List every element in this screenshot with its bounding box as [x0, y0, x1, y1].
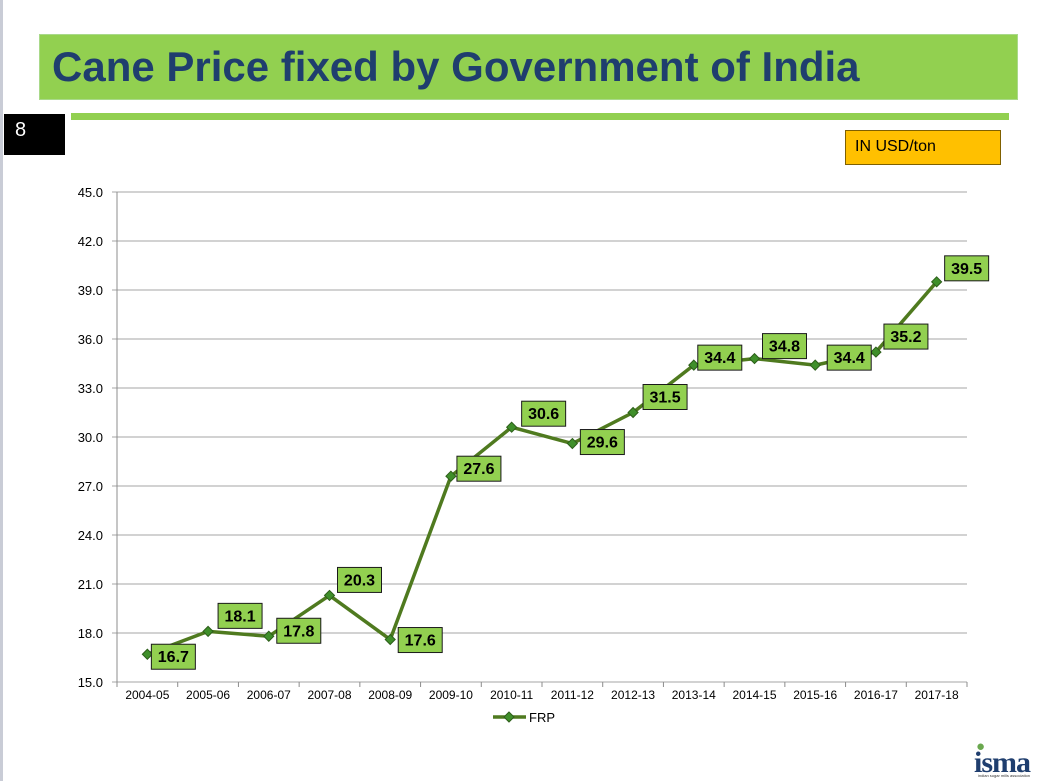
y-tick-label: 18.0: [78, 626, 103, 641]
y-tick-label: 39.0: [78, 283, 103, 298]
data-label-box: [697, 344, 743, 371]
data-label: 29.6: [587, 435, 618, 452]
logo-subtitle: indian sugar mills association: [978, 773, 1031, 778]
data-point: [141, 648, 154, 660]
data-label-box: [217, 602, 263, 629]
unit-label: IN USD/ton: [845, 130, 1001, 165]
data-point: [627, 406, 639, 419]
x-tick-label: 2016-17: [854, 688, 898, 702]
data-label: 39.5: [951, 261, 982, 278]
x-tick-label: 2010-11: [490, 688, 533, 702]
data-label: 16.7: [158, 649, 189, 666]
legend-marker: [503, 711, 515, 723]
x-tick-label: 2017-18: [915, 688, 959, 702]
x-tick-label: 2005-06: [186, 688, 230, 702]
data-label-box: [826, 344, 872, 371]
data-point: [870, 346, 882, 358]
data-label-box: [579, 429, 625, 456]
data-point: [323, 589, 336, 602]
data-point: [930, 276, 943, 288]
data-point: [384, 633, 396, 646]
data-label: 18.1: [225, 608, 256, 625]
y-tick-label: 24.0: [78, 528, 103, 543]
data-label: 31.5: [650, 390, 681, 407]
y-tick-label: 42.0: [78, 234, 103, 249]
data-label: 27.6: [463, 461, 494, 478]
x-tick-label: 2008-09: [368, 688, 412, 702]
data-label-box: [642, 384, 688, 410]
x-tick-label: 2013-14: [672, 688, 716, 702]
logo-text: isma: [974, 746, 1031, 779]
data-label-box: [883, 323, 929, 350]
title-bar: Cane Price fixed by Government of India: [39, 34, 1018, 100]
y-tick-label: 27.0: [78, 479, 103, 494]
x-tick-label: 2004-05: [125, 688, 169, 702]
data-point: [688, 359, 700, 371]
x-tick-label: 2007-08: [307, 688, 351, 702]
slide-number: 8: [4, 114, 65, 155]
data-point: [263, 630, 275, 642]
series-line-frp: [146, 280, 938, 656]
slide-left-edge: [0, 0, 3, 781]
data-point: [505, 421, 518, 433]
isma-logo: ● isma indian sugar mills association: [972, 738, 1040, 779]
data-label-box: [276, 617, 322, 644]
data-label: 30.6: [528, 406, 559, 423]
data-label-box: [762, 333, 807, 360]
data-point: [445, 470, 457, 482]
x-tick-label: 2012-13: [611, 688, 655, 702]
x-tick-label: 2015-16: [793, 688, 837, 702]
y-tick-label: 21.0: [78, 577, 103, 592]
y-tick-label: 15.0: [78, 675, 103, 690]
data-point: [809, 359, 821, 371]
legend-label-frp: FRP: [529, 710, 555, 725]
data-label-box: [397, 627, 443, 654]
x-tick-label: 2006-07: [247, 688, 291, 702]
data-point: [748, 352, 761, 365]
data-label-box: [150, 643, 196, 670]
x-tick-label: 2011-12: [551, 688, 594, 702]
data-label-box: [944, 255, 990, 282]
data-label: 34.8: [769, 339, 800, 356]
y-tick-label: 33.0: [78, 381, 103, 396]
data-label: 17.6: [405, 633, 436, 650]
data-label-box: [456, 455, 502, 482]
y-tick-label: 36.0: [78, 332, 103, 347]
data-label: 17.8: [283, 623, 314, 640]
data-label: 35.2: [890, 329, 921, 346]
y-tick-label: 45.0: [78, 185, 103, 200]
x-tick-label: 2014-15: [732, 688, 776, 702]
slide-title: Cane Price fixed by Government of India: [52, 43, 860, 90]
data-label-box: [521, 400, 567, 427]
title-divider: [71, 113, 1009, 120]
data-point: [566, 437, 579, 450]
data-label: 34.4: [834, 350, 865, 367]
data-label-box: [337, 566, 382, 593]
x-tick-label: 2009-10: [429, 688, 473, 702]
data-label: 20.3: [344, 572, 375, 589]
data-point: [202, 625, 214, 638]
logo-mark-icon: ●: [976, 738, 986, 755]
data-label: 34.4: [704, 350, 735, 367]
y-tick-label: 30.0: [78, 430, 103, 445]
